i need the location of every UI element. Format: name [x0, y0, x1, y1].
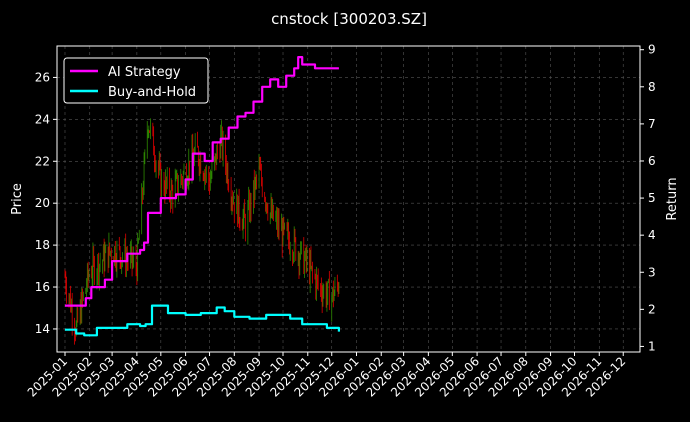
y-left-tick-label: 24 — [35, 112, 50, 126]
legend-box — [63, 57, 209, 104]
y-axis-left-label: Price — [10, 183, 25, 215]
y-right-tick-label: 3 — [648, 265, 656, 279]
plot-frame — [56, 45, 641, 353]
y-right-tick-label: 6 — [648, 154, 656, 168]
series-line-buy-and-hold — [65, 304, 340, 337]
legend: AI Strategy Buy-and-Hold — [63, 57, 209, 104]
y-axis-left: 14 16 18 20 22 24 26 — [35, 70, 57, 336]
y-right-tick-label: 1 — [648, 339, 656, 353]
y-left-tick-label: 16 — [35, 280, 50, 294]
y-left-tick-label: 26 — [35, 70, 50, 84]
y-right-tick-label: 8 — [648, 80, 656, 94]
y-right-tick-label: 2 — [648, 302, 656, 316]
legend-label-ai-strategy: AI Strategy — [108, 65, 181, 80]
strategy-lines — [65, 56, 340, 337]
y-right-tick-label: 7 — [648, 117, 656, 131]
legend-label-buy-and-hold: Buy-and-Hold — [108, 85, 196, 100]
chart-title: cnstock [300203.SZ] — [271, 10, 427, 28]
y-left-tick-label: 22 — [35, 154, 50, 168]
y-axis-right: 1 2 3 4 5 6 7 8 9 — [640, 43, 656, 353]
y-left-tick-label: 18 — [35, 238, 50, 252]
y-left-tick-label: 20 — [35, 196, 50, 210]
y-right-tick-label: 9 — [648, 43, 656, 57]
price-candles — [64, 118, 340, 345]
y-axis-right-label: Return — [665, 177, 680, 220]
series-line-ai-strategy — [65, 56, 339, 307]
y-left-tick-label: 14 — [35, 322, 50, 336]
y-right-tick-label: 4 — [648, 228, 656, 242]
y-right-tick-label: 5 — [648, 191, 656, 205]
